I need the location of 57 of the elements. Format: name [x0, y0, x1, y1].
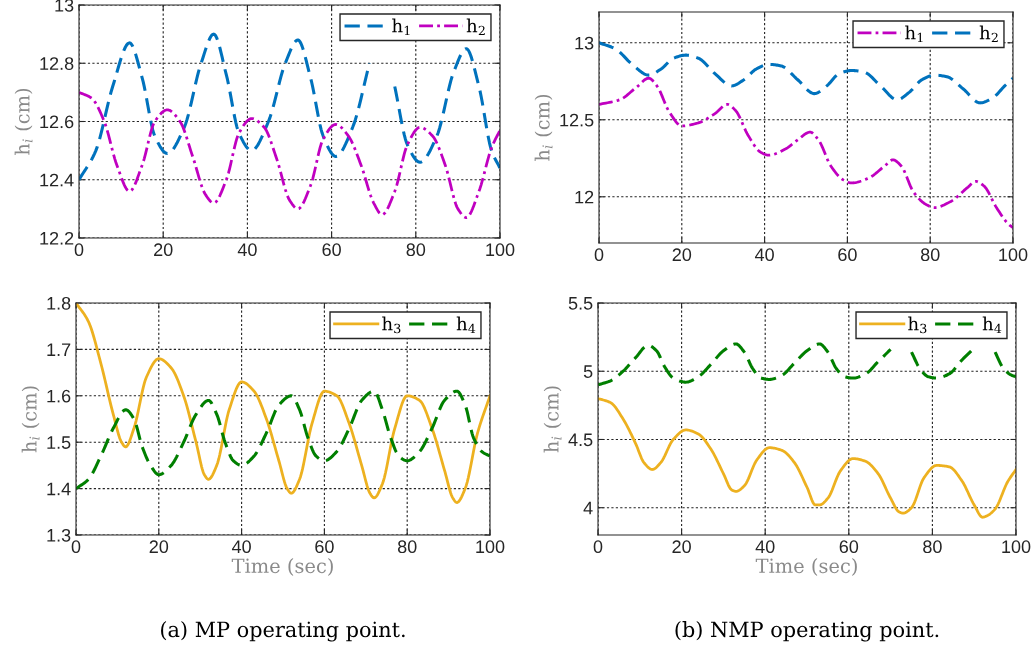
y-tick-label: 1.3	[47, 528, 71, 542]
x-tick-label: 0	[74, 243, 84, 257]
legend-label: h$_{1}$	[392, 18, 410, 36]
x-tick-label: 100	[999, 248, 1028, 262]
x-tick-label: 100	[1002, 540, 1031, 554]
y-axis-title: h$_{i}$ (cm)	[543, 386, 562, 453]
x-tick-label: 80	[923, 540, 942, 554]
x-tick-label: 100	[476, 540, 505, 554]
x-tick-label: 80	[406, 243, 426, 257]
legend-label: h$_{1}$	[905, 25, 923, 43]
y-tick-label: 1.6	[47, 389, 71, 403]
x-tick-label: 0	[71, 540, 81, 554]
x-tick-label: 80	[920, 248, 940, 262]
legend-label: h$_{4}$	[456, 316, 476, 334]
x-tick-label: 0	[593, 540, 603, 554]
y-tick-label: 1.8	[47, 296, 71, 310]
x-tick-label: 100	[486, 243, 515, 257]
y-tick-label: 13	[575, 36, 594, 50]
x-tick-label: 60	[322, 243, 341, 257]
x-axis-title: Time (sec)	[231, 558, 333, 576]
y-axis-title: h$_{i}$ (cm)	[534, 94, 553, 161]
y-tick-label: 4	[583, 501, 593, 515]
x-tick-label: 60	[839, 540, 859, 554]
x-axis-title: Time (sec)	[755, 558, 857, 576]
legend-label: h$_{2}$	[979, 25, 998, 43]
y-tick-label: 12.4	[40, 173, 74, 187]
y-tick-label: 4.5	[568, 433, 593, 447]
y-tick-label: 1.5	[47, 436, 71, 449]
y-tick-label: 1.4	[47, 482, 71, 496]
x-tick-label: 60	[315, 540, 334, 554]
y-tick-label: 12.5	[560, 113, 594, 127]
y-tick-label: 12	[575, 190, 594, 204]
legend-label: h$_{4}$	[982, 316, 1002, 334]
x-tick-label: 80	[397, 540, 417, 554]
x-tick-label: 20	[672, 540, 691, 554]
x-tick-label: 40	[754, 248, 774, 262]
y-tick-label: 5	[583, 365, 593, 378]
y-tick-label: 12.6	[40, 115, 74, 129]
y-tick-label: 12.2	[40, 231, 74, 245]
text: (b) NMP operating point.	[675, 621, 939, 642]
y-tick-label: 5.5	[568, 297, 593, 310]
x-tick-label: 60	[838, 248, 857, 262]
legend-label: h$_{2}$	[466, 18, 485, 36]
x-tick-label: 20	[154, 243, 173, 257]
x-tick-label: 20	[672, 248, 692, 262]
x-tick-label: 40	[237, 243, 257, 257]
y-axis-title: h$_{i}$ (cm)	[14, 88, 33, 155]
x-tick-label: 20	[149, 540, 169, 554]
y-tick-label: 1.7	[47, 343, 71, 356]
x-tick-label: 0	[594, 248, 604, 262]
y-axis-title: h$_{i}$ (cm)	[21, 386, 40, 453]
text: (a) MP operating point.	[161, 621, 405, 642]
legend-label: h$_{3}$	[908, 316, 927, 334]
x-tick-label: 40	[231, 540, 251, 554]
x-tick-label: 40	[755, 540, 775, 554]
legend-label: h$_{3}$	[382, 316, 401, 334]
y-tick-label: 12.8	[40, 57, 74, 70]
